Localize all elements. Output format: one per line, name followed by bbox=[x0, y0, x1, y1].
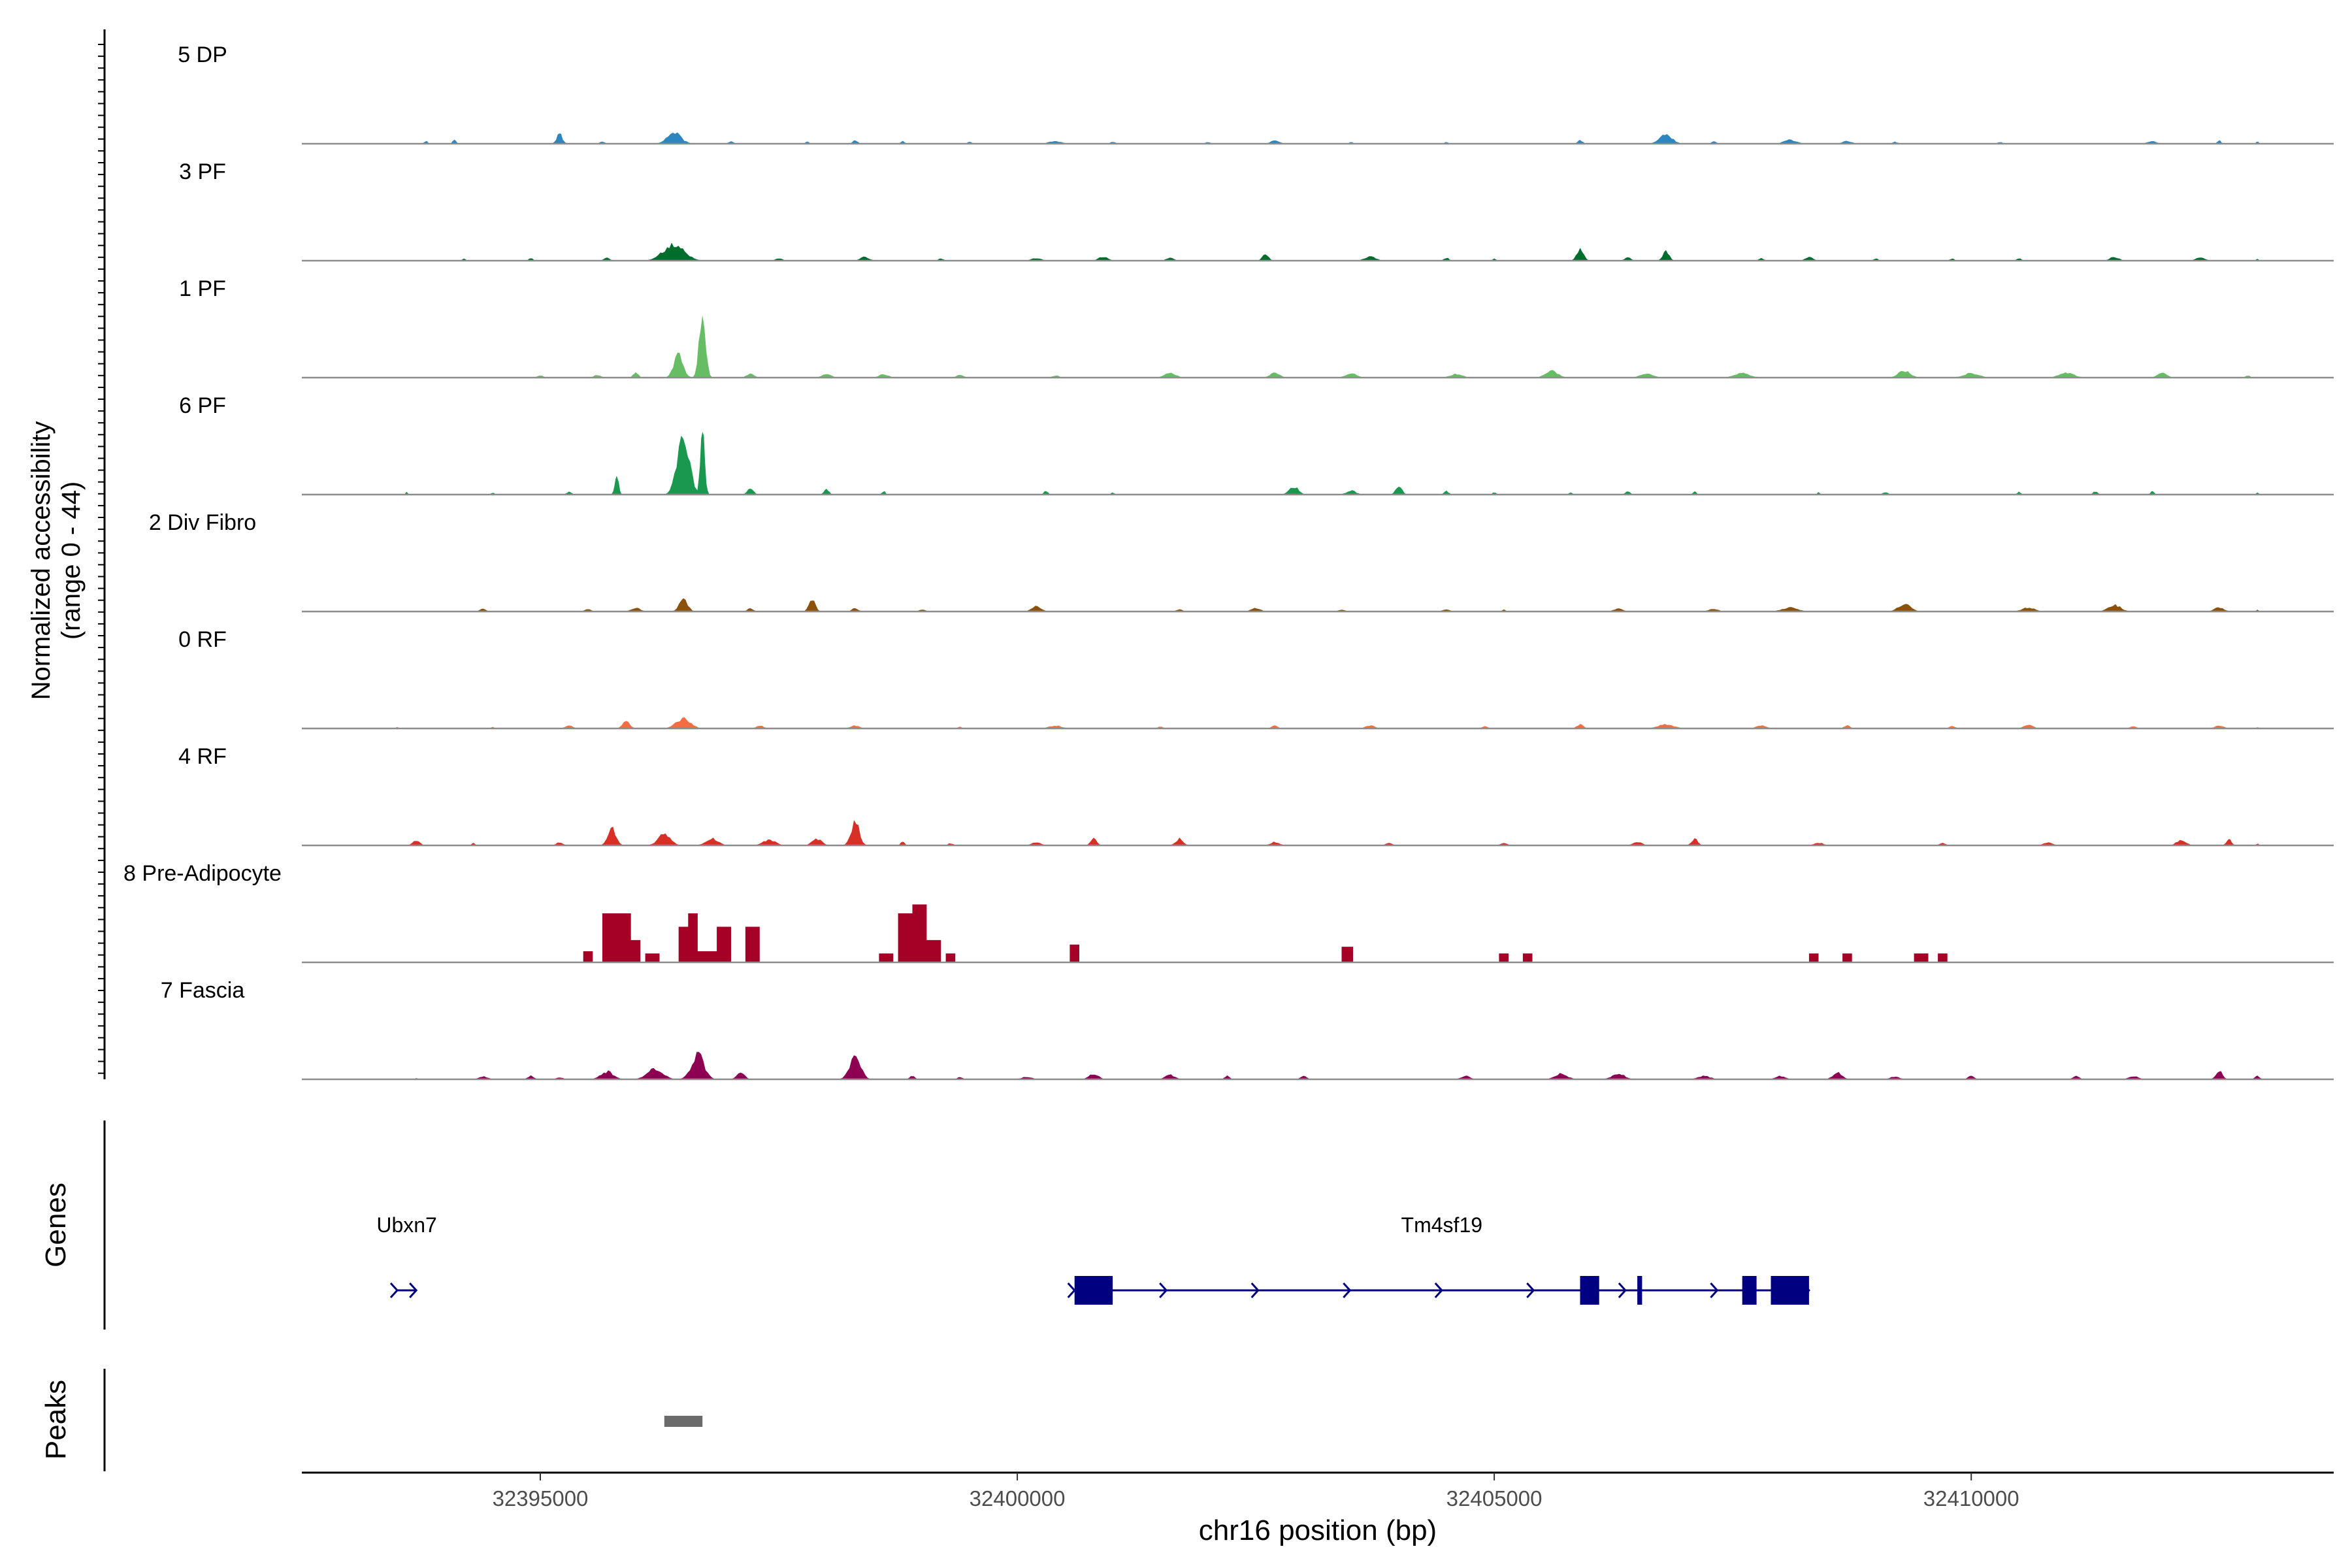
track-7-fascia: 7 Fascia bbox=[161, 978, 2334, 1081]
y-axis-title: Normalized accessibility bbox=[27, 421, 56, 700]
track-label: 1 PF bbox=[179, 276, 226, 301]
x-tick-label: 32405000 bbox=[1446, 1486, 1543, 1511]
track-8-pre-adipocyte: 8 Pre-Adipocyte bbox=[123, 861, 2334, 964]
track-4-rf: 4 RF bbox=[178, 744, 2334, 847]
track-label: 6 PF bbox=[179, 393, 226, 418]
track-1-pf: 1 PF bbox=[179, 276, 2334, 379]
strand-arrow bbox=[1067, 1282, 1076, 1299]
track-label: 8 Pre-Adipocyte bbox=[123, 861, 282, 886]
coverage-tracks: 5 DP 3 PF 1 PF 6 PF 2 Div Fibro 0 RF 4 RF 8 Pre… bbox=[123, 42, 2334, 1081]
track-label: 3 PF bbox=[179, 159, 226, 184]
gene-annotation-panel: Ubxn7 Tm4sf19 bbox=[376, 1213, 1810, 1305]
track-3-pf: 3 PF bbox=[179, 159, 2334, 262]
coverage-area bbox=[473, 598, 2261, 612]
gene-ubxn7: Ubxn7 bbox=[376, 1213, 437, 1299]
strand-arrow bbox=[1250, 1282, 1260, 1299]
exon bbox=[1580, 1276, 1599, 1305]
x-tick-label: 32410000 bbox=[1923, 1486, 2019, 1511]
track-5-dp: 5 DP bbox=[178, 42, 2334, 145]
genes-panel-label: Genes bbox=[40, 1183, 72, 1267]
track-6-pf: 6 PF bbox=[179, 393, 2334, 496]
exon bbox=[1637, 1276, 1642, 1305]
track-label: 4 RF bbox=[178, 744, 227, 769]
gene-tm4sf19: Tm4sf19 bbox=[1067, 1213, 1810, 1305]
y-axis-range-label: (range 0 - 44) bbox=[57, 482, 86, 640]
track-label: 2 Div Fibro bbox=[149, 510, 256, 535]
coverage-area bbox=[583, 904, 1948, 962]
coverage-area bbox=[404, 820, 2262, 845]
strand-arrow bbox=[1526, 1282, 1535, 1299]
track-label: 5 DP bbox=[178, 42, 227, 67]
strand-arrow bbox=[1159, 1282, 1168, 1299]
track-2-div-fibro: 2 Div Fibro bbox=[149, 510, 2334, 613]
x-axis-ticks: 32395000 32400000 32405000 32410000 bbox=[493, 1473, 2019, 1511]
strand-arrow bbox=[1618, 1282, 1627, 1299]
x-axis-title: chr16 position (bp) bbox=[1199, 1514, 1437, 1546]
coverage-area bbox=[458, 242, 2261, 261]
exon bbox=[1771, 1276, 1809, 1305]
exon bbox=[1074, 1276, 1113, 1305]
coverage-area bbox=[420, 132, 2261, 144]
track-label: 7 Fascia bbox=[161, 978, 245, 1003]
track-label: 0 RF bbox=[178, 627, 227, 652]
peaks-panel-label: Peaks bbox=[40, 1380, 72, 1460]
track-0-rf: 0 RF bbox=[178, 627, 2334, 730]
gene-label: Tm4sf19 bbox=[1401, 1213, 1482, 1237]
strand-arrow bbox=[389, 1282, 399, 1299]
strand-arrow bbox=[1343, 1282, 1352, 1299]
gene-label: Ubxn7 bbox=[376, 1213, 437, 1237]
x-tick-label: 32395000 bbox=[493, 1486, 589, 1511]
coverage-area bbox=[402, 432, 2261, 495]
strand-arrow bbox=[1710, 1282, 1719, 1299]
peaks-panel bbox=[664, 1416, 703, 1427]
x-tick-label: 32400000 bbox=[970, 1486, 1066, 1511]
strand-arrow bbox=[1434, 1282, 1443, 1299]
peak-region bbox=[664, 1416, 703, 1427]
coverage-area bbox=[531, 315, 2256, 378]
coverage-area bbox=[392, 717, 2262, 728]
exon bbox=[1742, 1276, 1757, 1305]
coverage-area bbox=[411, 1052, 2265, 1079]
strand-arrow bbox=[409, 1282, 418, 1299]
coverage-y-axis-ticks bbox=[98, 44, 105, 1074]
